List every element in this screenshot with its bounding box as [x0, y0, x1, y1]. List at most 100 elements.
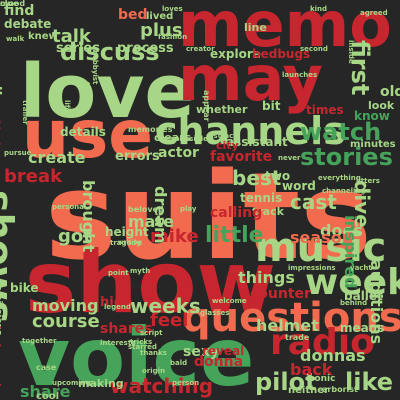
word-things: things	[238, 268, 295, 287]
word-sexy: sexy	[183, 344, 219, 360]
word-trade: trade	[285, 333, 310, 342]
word-script: script	[140, 329, 163, 337]
word-means: means	[340, 321, 385, 335]
word-counter: counter	[250, 286, 311, 302]
word-impressions: impressions	[288, 264, 336, 272]
word-times: times	[306, 103, 344, 117]
word-starred: starred	[128, 343, 157, 351]
word-bald: bald	[170, 359, 188, 367]
word-memories: memories	[128, 125, 173, 134]
word-love: love	[20, 49, 195, 135]
word-plus: plus	[140, 20, 183, 41]
word-stories: stories	[300, 143, 393, 171]
word-radio: radio	[270, 322, 375, 363]
word-bike: bike	[10, 281, 39, 295]
word-bed: bed	[118, 7, 148, 23]
word-fashion: fashion	[158, 33, 188, 41]
word-legend: legend	[104, 303, 131, 311]
word-donna: donna	[194, 354, 244, 370]
word-whether: whether	[196, 103, 248, 116]
word-kind: kind	[310, 5, 328, 13]
word-actor: actor	[158, 145, 199, 161]
word-launches: launches	[282, 71, 318, 79]
word-tricks: tricks	[130, 338, 153, 346]
word-knew: knew	[28, 31, 58, 42]
word-lived: lived	[146, 11, 174, 22]
word-like: like	[345, 368, 394, 396]
word-share: share	[20, 382, 71, 400]
word-yacht: yacht	[350, 264, 372, 272]
word-channeling: channeling	[322, 187, 366, 195]
word-jitters: jitters	[356, 177, 380, 185]
word-feel: feel	[150, 310, 189, 331]
word-create: create	[28, 148, 86, 167]
word-thirty: thirty	[83, 82, 91, 105]
word-tragedy: tragedy	[110, 239, 141, 247]
word-everything: everything	[318, 174, 361, 182]
word-weeks: weeks	[130, 294, 201, 318]
word-mood: mood	[0, 0, 26, 8]
word-height: height	[105, 225, 149, 239]
word-minutes: minutes	[350, 139, 396, 150]
word-agreed: agreed	[360, 9, 388, 17]
word-week: week	[305, 262, 400, 303]
word-mike: mike	[150, 226, 199, 247]
word-track: track	[252, 205, 284, 218]
word-making: making	[78, 377, 124, 390]
word-myth: myth	[130, 267, 151, 275]
word-iconic: iconic	[306, 374, 336, 384]
word-show: show	[25, 233, 276, 333]
word-favorite: favorite	[210, 149, 273, 165]
word-best: best	[232, 166, 282, 190]
word-word: word	[282, 179, 316, 193]
word-errors: errors	[115, 149, 160, 164]
word-assistant: assistant	[226, 135, 288, 149]
word-thanks: thanks	[140, 349, 167, 357]
word-does: does	[320, 221, 363, 240]
word-pursue: pursue	[4, 149, 32, 157]
word-process: process	[117, 41, 174, 56]
word-shares: shares	[100, 321, 153, 337]
word-distract: distract	[206, 132, 237, 140]
word-helmet: helmet	[256, 316, 319, 335]
word-season: season	[290, 228, 354, 247]
word-use: use	[22, 96, 154, 173]
word-walk: walk	[6, 35, 25, 43]
word-cast: cast	[290, 190, 337, 214]
word-writing: writing	[118, 239, 143, 246]
word-voice: voice	[18, 311, 255, 400]
word-responsible: responsible	[162, 135, 208, 143]
word-welcome: welcome	[212, 297, 247, 305]
word-second: second	[300, 45, 328, 53]
word-music: music	[255, 225, 387, 271]
word-arborist: arborist	[322, 385, 358, 394]
word-personal: personal	[52, 203, 87, 211]
word-creator: creator	[186, 45, 215, 53]
word-point: point	[108, 269, 129, 277]
word-channels: channels	[155, 109, 346, 153]
word-upcoming: upcoming	[52, 379, 91, 387]
word-really: really	[0, 60, 3, 105]
word-discuss: discuss	[60, 38, 160, 66]
word-moving: moving	[32, 296, 99, 315]
word-play: play	[180, 205, 197, 213]
word-back: back	[290, 360, 333, 379]
word-talk: talk	[52, 26, 91, 47]
word-little: little	[205, 223, 264, 248]
word-course: course	[32, 311, 100, 332]
word-memo: memo	[178, 0, 392, 61]
word-may: may	[178, 42, 323, 115]
word-person: person	[172, 379, 200, 387]
word-glasses: glasses	[200, 309, 230, 317]
word-city: city	[216, 139, 239, 152]
word-tennis: tennis	[240, 191, 283, 205]
word-clue: clue	[0, 0, 19, 8]
word-origin: origin	[142, 367, 166, 375]
word-interests: interests	[100, 339, 136, 347]
word-line: line	[244, 21, 267, 34]
word-inside: inside	[347, 40, 355, 64]
word-series: series	[56, 41, 100, 56]
word-together: together	[22, 337, 57, 345]
word-pilot: pilot	[255, 368, 317, 396]
